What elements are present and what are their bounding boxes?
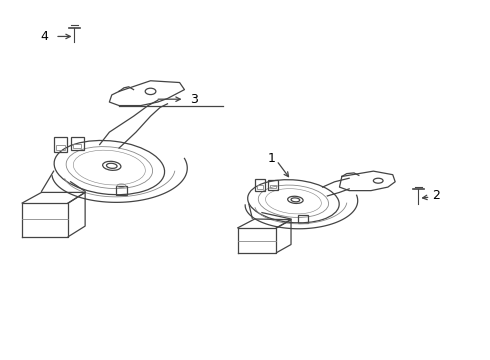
- Text: 1: 1: [268, 152, 275, 165]
- Bar: [270, 185, 276, 188]
- Bar: [298, 215, 308, 222]
- Text: 2: 2: [432, 189, 441, 202]
- Bar: [255, 179, 266, 191]
- Bar: [257, 185, 264, 189]
- Bar: [73, 144, 81, 148]
- Bar: [56, 145, 65, 150]
- Bar: [116, 186, 127, 195]
- Text: 3: 3: [190, 93, 198, 106]
- Bar: [268, 180, 278, 190]
- Bar: [71, 138, 84, 150]
- Text: 4: 4: [40, 30, 48, 43]
- Bar: [53, 138, 67, 152]
